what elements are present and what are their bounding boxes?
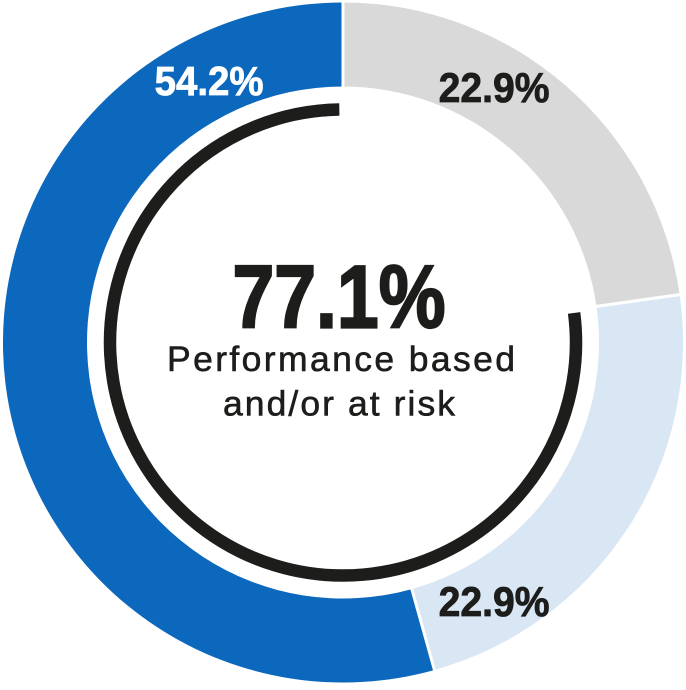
svg-text:Performance based: Performance based [167,339,515,379]
svg-text:and/or at risk: and/or at risk [223,384,455,424]
svg-text:22.9%: 22.9% [439,64,550,111]
svg-text:77.1%: 77.1% [233,247,446,347]
svg-text:54.2%: 54.2% [155,58,264,104]
svg-text:22.9%: 22.9% [439,578,550,625]
